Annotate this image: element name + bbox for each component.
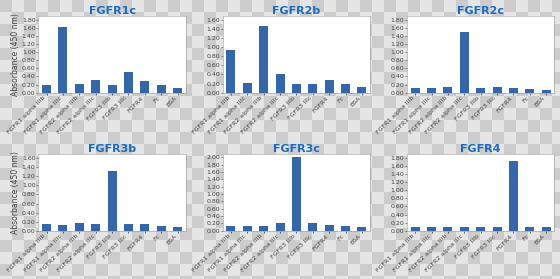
Bar — [427, 88, 436, 93]
Bar — [276, 74, 284, 93]
Bar — [410, 227, 420, 231]
Bar — [242, 226, 252, 231]
Bar — [292, 83, 301, 93]
Bar — [325, 225, 334, 231]
Bar — [308, 223, 318, 231]
Title: FGFR3b: FGFR3b — [88, 144, 136, 154]
Bar — [141, 224, 150, 231]
Bar — [542, 90, 550, 93]
Bar — [75, 223, 84, 231]
Title: FGFR2c: FGFR2c — [457, 6, 504, 16]
Bar — [75, 84, 84, 93]
Bar — [357, 227, 366, 231]
Bar — [476, 227, 486, 231]
Bar — [341, 85, 350, 93]
Title: FGFR2b: FGFR2b — [272, 6, 320, 16]
Bar — [509, 161, 518, 231]
Bar — [460, 32, 469, 93]
Bar — [276, 223, 284, 231]
Bar — [509, 88, 518, 93]
Bar — [525, 88, 534, 93]
Bar — [42, 224, 51, 231]
Bar — [58, 225, 67, 231]
Bar — [141, 81, 150, 93]
Bar — [493, 227, 502, 231]
Bar — [173, 88, 182, 93]
Bar — [242, 83, 252, 93]
Title: FGFR4: FGFR4 — [460, 144, 501, 154]
Bar — [525, 227, 534, 231]
Bar — [157, 226, 166, 231]
Bar — [42, 85, 51, 93]
Bar — [410, 88, 420, 93]
Bar — [542, 227, 550, 231]
Bar — [308, 85, 318, 93]
Bar — [357, 87, 366, 93]
Bar — [444, 87, 452, 93]
Bar — [292, 157, 301, 231]
Bar — [157, 85, 166, 93]
Bar — [476, 88, 486, 93]
Bar — [325, 80, 334, 93]
Bar — [124, 224, 133, 231]
Bar — [108, 85, 116, 93]
Bar — [173, 227, 182, 231]
Bar — [91, 80, 100, 93]
Bar — [226, 226, 235, 231]
Y-axis label: Absorbance (450 nm): Absorbance (450 nm) — [11, 13, 20, 96]
Title: FGFR3c: FGFR3c — [273, 144, 320, 154]
Bar — [493, 86, 502, 93]
Bar — [460, 227, 469, 231]
Bar — [427, 227, 436, 231]
Bar — [108, 171, 116, 231]
Bar — [91, 224, 100, 231]
Bar — [58, 27, 67, 93]
Y-axis label: Absorbance (450 nm): Absorbance (450 nm) — [11, 151, 20, 234]
Title: FGFR1c: FGFR1c — [88, 6, 136, 16]
Bar — [259, 26, 268, 93]
Bar — [259, 226, 268, 231]
Bar — [444, 227, 452, 231]
Bar — [124, 71, 133, 93]
Bar — [226, 50, 235, 93]
Bar — [341, 226, 350, 231]
